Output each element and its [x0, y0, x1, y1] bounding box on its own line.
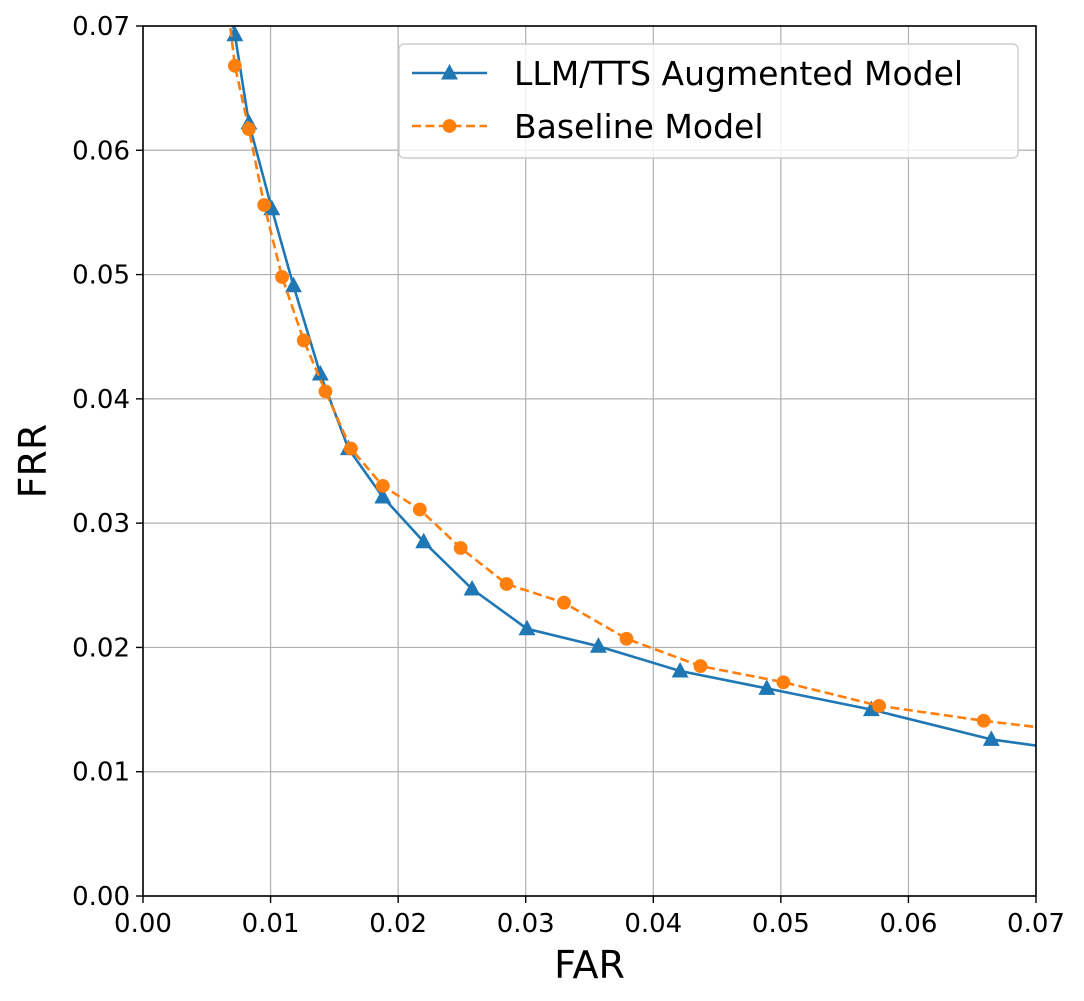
y-axis-title: FRR: [11, 424, 55, 499]
data-point-baseline-model: [296, 333, 311, 348]
data-point-llm-tts-augmented-model: [415, 532, 433, 549]
data-point-baseline-model: [227, 58, 242, 73]
axis-ticks: 0.00 0.01 0.02 0.03 0.04 0.05 0.06 0.07 0.00 0.01…: [72, 12, 1065, 939]
data-point-baseline-model: [318, 384, 333, 399]
data-point-baseline-model: [275, 270, 289, 284]
legend-item-baseline-model: Baseline Model: [412, 107, 763, 146]
plot-series: [226, 26, 1036, 747]
y-tick-label: 0.07: [72, 12, 130, 42]
data-point-baseline-model: [344, 441, 358, 456]
data-point-llm-tts-augmented-model: [589, 637, 607, 653]
data-point-llm-tts-augmented-model: [518, 619, 536, 636]
data-point-baseline-model: [241, 122, 256, 137]
x-tick-label: 0.03: [497, 909, 555, 939]
x-tick-label: 0.07: [1007, 909, 1065, 939]
legend-label: LLM/TTS Augmented Model: [514, 54, 963, 93]
data-point-baseline-model: [499, 577, 514, 591]
legend-marker: [441, 63, 458, 80]
series-baseline-model: [227, 26, 1036, 729]
data-point-llm-tts-augmented-model: [463, 579, 481, 596]
data-point-llm-tts-augmented-model: [374, 487, 392, 504]
data-point-baseline-model: [412, 502, 427, 517]
data-point-baseline-model: [375, 478, 390, 493]
data-point-baseline-model: [453, 541, 468, 555]
y-tick-label: 0.02: [72, 633, 130, 663]
x-axis-title: FAR: [554, 943, 625, 987]
data-point-baseline-model: [976, 713, 991, 728]
y-tick-label: 0.03: [72, 509, 130, 539]
data-point-llm-tts-augmented-model: [982, 730, 1000, 746]
y-tick-label: 0.00: [72, 882, 130, 912]
legend: LLM/TTS Augmented Model Baseline Model: [398, 43, 1019, 159]
y-tick-label: 0.06: [72, 136, 130, 166]
data-point-llm-tts-augmented-model: [285, 276, 302, 293]
plot-frame: [142, 25, 1037, 897]
data-point-llm-tts-augmented-model: [671, 661, 689, 678]
legend-marker: [442, 119, 457, 133]
x-tick-label: 0.05: [752, 909, 810, 939]
data-point-baseline-model: [257, 198, 272, 212]
legend-label: Baseline Model: [514, 107, 763, 146]
x-tick-label: 0.02: [369, 909, 427, 939]
y-tick-label: 0.05: [72, 261, 130, 291]
x-tick-label: 0.00: [114, 909, 172, 939]
y-tick-label: 0.01: [72, 758, 130, 788]
x-tick-label: 0.06: [879, 909, 937, 939]
data-point-baseline-model: [693, 659, 708, 673]
x-tick-label: 0.04: [624, 909, 682, 939]
data-point-baseline-model: [619, 631, 634, 646]
data-point-baseline-model: [872, 698, 886, 713]
data-point-baseline-model: [557, 595, 571, 610]
legend-item-llm-tts-augmented-model: LLM/TTS Augmented Model: [412, 54, 963, 93]
data-point-baseline-model: [776, 675, 791, 690]
data-point-llm-tts-augmented-model: [758, 679, 776, 695]
y-tick-label: 0.04: [72, 385, 130, 415]
legend-frame: [398, 43, 1019, 159]
x-tick-label: 0.01: [242, 909, 300, 939]
